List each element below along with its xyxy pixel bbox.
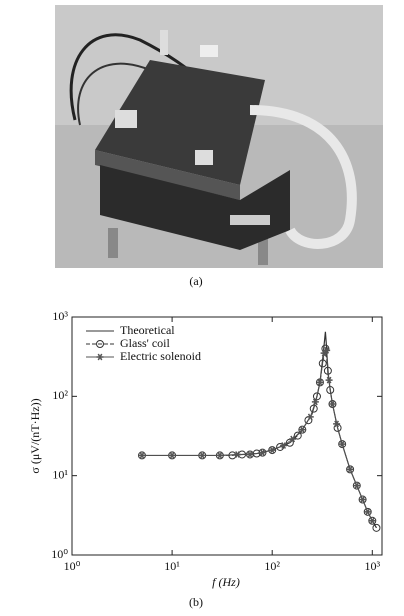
y-axis-label: σ (μV/(nT·Hz)) (28, 398, 42, 473)
point (258, 449, 266, 457)
point (216, 452, 224, 459)
point (298, 426, 306, 434)
point (311, 398, 319, 406)
point (353, 482, 361, 489)
series-line (141, 349, 373, 521)
point (306, 413, 314, 421)
point (138, 452, 146, 459)
legend-label: Theoretical (120, 323, 175, 337)
point (198, 452, 206, 459)
caption: (a) (189, 274, 202, 288)
point (168, 452, 176, 459)
point (364, 508, 372, 516)
point (246, 451, 254, 458)
point (280, 442, 288, 449)
y-tick-label: 10¹ (52, 467, 68, 481)
y-tick-label: 10⁰ (51, 547, 68, 561)
y-tick-label: 10² (52, 388, 68, 402)
point (323, 346, 331, 354)
point (293, 431, 302, 440)
point (325, 376, 333, 384)
x-axis-label: f (Hz) (212, 575, 240, 589)
point (346, 465, 354, 473)
point (359, 496, 367, 503)
point (372, 523, 381, 532)
x-tick-label: 10⁰ (64, 559, 81, 573)
point (368, 517, 376, 525)
x-tick-label: 10² (264, 559, 280, 573)
x-tick-label: 10¹ (164, 559, 180, 573)
point (289, 435, 297, 443)
point (333, 420, 341, 428)
x-tick-label: 10³ (364, 559, 380, 573)
point (268, 446, 276, 454)
point (309, 404, 318, 413)
point (338, 440, 346, 448)
point (252, 449, 261, 458)
point (233, 451, 241, 458)
point (96, 340, 104, 348)
plot-frame (71, 316, 383, 556)
point (316, 378, 324, 386)
point (96, 353, 104, 361)
legend-label: Electric solenoid (120, 349, 201, 363)
series-line (141, 348, 377, 529)
caption: (b) (189, 595, 203, 609)
point (328, 400, 336, 408)
point (228, 451, 237, 460)
legend-label: Glass' coil (120, 336, 170, 350)
photo (55, 5, 383, 268)
y-tick-label: 10³ (52, 309, 68, 323)
